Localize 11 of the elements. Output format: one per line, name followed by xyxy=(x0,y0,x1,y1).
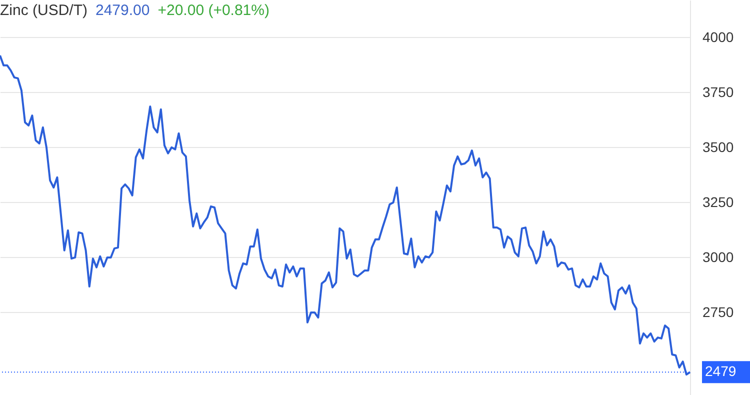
y-tick-label: 3750 xyxy=(702,84,734,100)
chart-title: Zinc (USD/T) xyxy=(0,2,88,19)
y-tick-label: 2750 xyxy=(702,304,734,320)
y-tick-label: 3250 xyxy=(702,194,734,210)
ref-line-label: 2479 xyxy=(705,363,736,380)
y-tick-label: 3500 xyxy=(702,138,734,155)
annotation: 2479.00 xyxy=(96,2,150,19)
y-tick-label: 4000 xyxy=(702,28,734,45)
line-series xyxy=(0,54,691,376)
annotation: +20.00 (+0.81%) xyxy=(158,2,270,19)
y-tick-label: 3000 xyxy=(702,248,734,265)
